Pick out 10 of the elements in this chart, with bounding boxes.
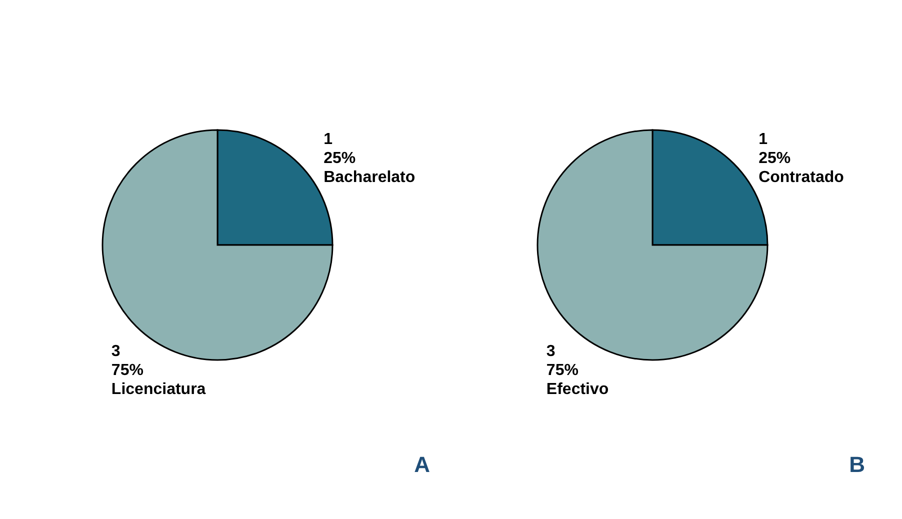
- text: B: [849, 452, 865, 477]
- slice-label: Licenciatura: [111, 381, 206, 398]
- slice-label: Efectivo: [546, 381, 609, 398]
- slice-label: Bacharelato: [324, 168, 416, 186]
- slice-label: Contratado: [758, 168, 844, 186]
- text: A: [414, 452, 430, 477]
- data-label: 3 75%: [546, 343, 578, 380]
- data-label: 1 25%: [758, 130, 791, 167]
- data-label: 1 25%: [324, 130, 356, 167]
- data-label: 3 75%: [111, 343, 144, 380]
